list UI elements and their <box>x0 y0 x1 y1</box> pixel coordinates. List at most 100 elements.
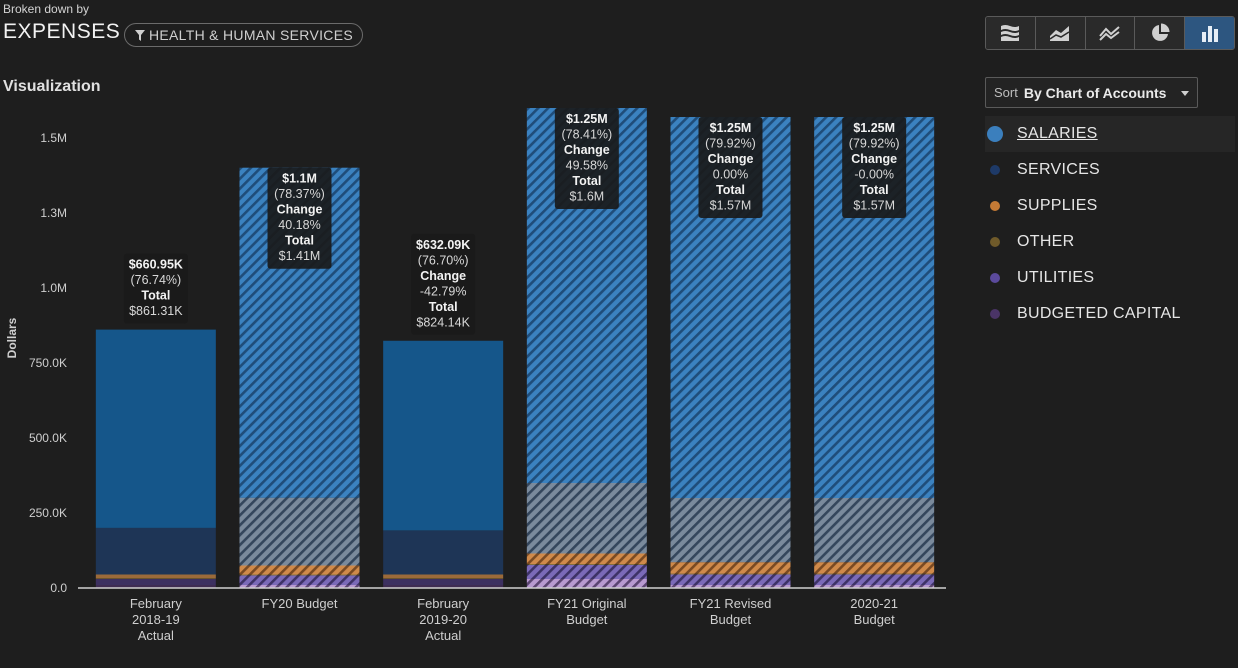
tooltip-text: $1.57M <box>853 199 895 213</box>
legend-item-other[interactable]: OTHER <box>985 224 1235 260</box>
bar-segment-utilities[interactable] <box>670 574 791 586</box>
chevron-down-icon <box>1181 91 1189 96</box>
filter-icon <box>135 29 145 41</box>
legend-dot <box>990 237 1000 247</box>
y-tick-label: 1.3M <box>40 206 67 220</box>
legend-dot <box>990 273 1000 283</box>
bar-segment-salaries[interactable] <box>95 329 216 528</box>
bar-segment-budgeted-capital[interactable] <box>239 585 360 588</box>
tooltip-text: Total <box>572 174 601 188</box>
bar-segment-utilities[interactable] <box>383 579 504 585</box>
x-tick-label: Budget <box>854 612 896 627</box>
filter-pill[interactable]: HEALTH & HUMAN SERVICES <box>124 23 363 47</box>
tooltip-text: 40.18% <box>278 218 320 232</box>
bar-segment-services[interactable] <box>526 483 647 554</box>
legend-label: SUPPLIES <box>1017 197 1098 214</box>
bar-segment-other[interactable] <box>239 574 360 576</box>
x-tick-label: Actual <box>425 628 461 643</box>
bar-chart: 0.0 250.0K 500.0K 750.0K 1.0M 1.3M 1.5M Dollar… <box>5 108 946 643</box>
x-tick-label: 2018-19 <box>132 612 180 627</box>
bar-segment-budgeted-capital[interactable] <box>526 579 647 588</box>
bar-segment-supplies[interactable] <box>670 562 791 574</box>
bar-segment-other[interactable] <box>670 573 791 575</box>
tooltip-box <box>267 167 332 269</box>
bar-segment-budgeted-capital[interactable] <box>670 585 791 588</box>
bar-segment-supplies[interactable] <box>239 565 360 575</box>
chart-type-toolbar <box>985 16 1235 50</box>
bar-segment-services[interactable] <box>95 527 216 575</box>
tooltip-box <box>554 108 619 209</box>
tooltip-text: $824.14K <box>416 315 470 329</box>
broken-down-label: Broken down by <box>3 2 90 16</box>
tooltip-text: Total <box>141 289 170 303</box>
bar-segment-services[interactable] <box>670 498 791 563</box>
tooltip-text: Change <box>277 203 323 217</box>
x-tick-label: Budget <box>566 612 608 627</box>
tooltip-text: 0.00% <box>713 168 748 182</box>
x-tick-label: Budget <box>710 612 752 627</box>
line-chart-icon <box>1099 26 1120 41</box>
breakdown-title[interactable]: EXPENSES <box>3 20 121 43</box>
legend-label: UTILITIES <box>1017 269 1095 286</box>
sort-select[interactable]: Sort By Chart of Accounts <box>985 77 1198 108</box>
pie-chart-icon <box>1151 23 1170 41</box>
tooltip-text: Total <box>285 234 314 248</box>
bar-segment-supplies[interactable] <box>526 553 647 565</box>
tooltip-text: (79.92%) <box>849 137 900 151</box>
legend-item-services[interactable]: SERVICES <box>985 152 1235 188</box>
bar-segment-services[interactable] <box>383 530 504 575</box>
x-tick-label: Actual <box>138 628 174 643</box>
y-tick-label: 500.0K <box>29 431 67 445</box>
bar-segment-services[interactable] <box>814 498 935 563</box>
tooltip-box <box>123 253 188 324</box>
tooltip-box <box>842 117 907 218</box>
tooltip-text: $1.6M <box>569 190 604 204</box>
bar-segment-supplies[interactable] <box>95 574 216 579</box>
stacked-layers-icon <box>1001 25 1020 41</box>
tooltip-text: $1.57M <box>710 199 752 213</box>
y-axis: 0.0 250.0K 500.0K 750.0K 1.0M 1.3M 1.5M <box>29 131 67 595</box>
tooltip-text: (76.70%) <box>418 253 469 267</box>
bar-segment-other[interactable] <box>814 573 935 575</box>
tooltip-text: -42.79% <box>420 284 467 298</box>
y-tick-label: 250.0K <box>29 506 67 520</box>
legend-item-supplies[interactable]: SUPPLIES <box>985 188 1235 224</box>
y-axis-label: Dollars <box>5 317 19 358</box>
bar-segment-services[interactable] <box>239 497 360 566</box>
legend-dot <box>990 201 1000 211</box>
legend-item-utilities[interactable]: UTILITIES <box>985 260 1235 296</box>
tooltip-text: $1.25M <box>853 121 895 135</box>
bar-segment-supplies[interactable] <box>383 574 504 579</box>
line-view-button[interactable] <box>1085 17 1136 49</box>
bar-segment-utilities[interactable] <box>95 579 216 585</box>
bar-segment-salaries[interactable] <box>383 340 504 531</box>
x-tick-label: FY21 Revised <box>690 596 772 611</box>
tooltip-text: (78.37%) <box>274 187 325 201</box>
sort-label: Sort <box>994 85 1018 100</box>
legend-item-salaries[interactable]: SALARIES <box>985 116 1235 152</box>
tooltip-box <box>698 117 763 218</box>
legend-item-budgeted-capital[interactable]: BUDGETED CAPITAL <box>985 296 1235 332</box>
section-title: Visualization <box>3 78 101 95</box>
bar-segment-supplies[interactable] <box>814 562 935 574</box>
bar-segment-other[interactable] <box>95 578 216 579</box>
bar-segment-utilities[interactable] <box>814 574 935 586</box>
tooltip-text: Change <box>420 269 466 283</box>
tooltip-text: $660.95K <box>129 258 183 272</box>
bar-segment-utilities[interactable] <box>239 575 360 585</box>
x-tick-label: FY21 Original <box>547 596 627 611</box>
bar-segment-budgeted-capital[interactable] <box>383 585 504 588</box>
bar-segment-budgeted-capital[interactable] <box>814 585 935 588</box>
area-view-button[interactable] <box>1035 17 1086 49</box>
bar-segment-utilities[interactable] <box>526 564 647 579</box>
stacked-view-button[interactable] <box>986 17 1036 49</box>
tooltip-text: (78.41%) <box>561 128 612 142</box>
bar-view-button[interactable] <box>1185 17 1234 49</box>
x-tick-label: February <box>130 596 183 611</box>
tooltip-text: -0.00% <box>854 168 894 182</box>
bar-segment-budgeted-capital[interactable] <box>95 585 216 588</box>
pie-view-button[interactable] <box>1135 17 1186 49</box>
bar-segment-other[interactable] <box>526 564 647 565</box>
bar-segment-other[interactable] <box>383 578 504 579</box>
